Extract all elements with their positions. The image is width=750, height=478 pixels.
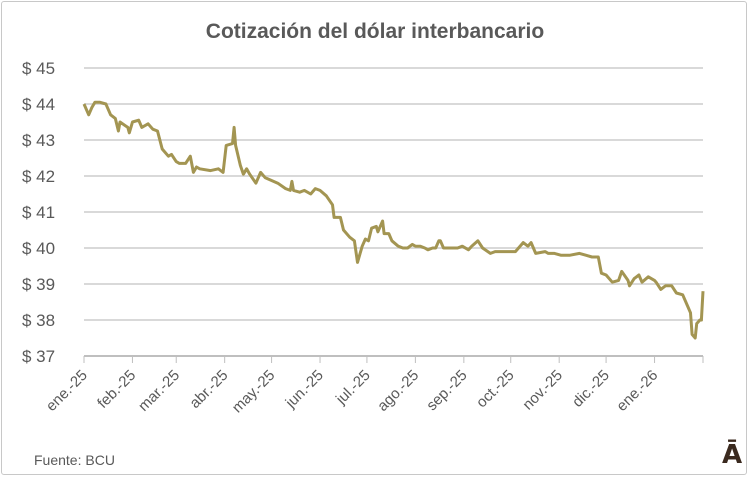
x-tick-label: jul.-25 [332, 367, 374, 409]
x-tick-label: dic.-25 [569, 367, 613, 411]
x-tick-label: may.-25 [229, 367, 279, 417]
y-tick-label: $ 41 [22, 203, 55, 222]
y-tick-label: $ 44 [22, 95, 55, 114]
x-tick-label: sep.-25 [423, 367, 470, 414]
y-tick-label: $ 42 [22, 167, 55, 186]
brand-logo: Ā [722, 440, 743, 470]
x-tick-label: abr.-25 [186, 367, 231, 412]
y-tick-label: $ 43 [22, 131, 55, 150]
y-tick-label: $ 37 [22, 347, 55, 366]
x-tick-label: oct.-25 [473, 367, 517, 411]
source-note: Fuente: BCU [34, 452, 115, 468]
x-tick-label: nov.-25 [519, 367, 566, 414]
y-tick-label: $ 39 [22, 275, 55, 294]
x-tick-label: mar.-25 [135, 367, 183, 415]
y-tick-label: $ 38 [22, 311, 55, 330]
y-tick-label: $ 45 [22, 59, 55, 78]
series-line-dolar [82, 100, 705, 340]
chart-title: Cotización del dólar interbancario [205, 20, 545, 43]
x-tick-label: jun.-25 [282, 367, 327, 412]
x-tick-label: ene.-26 [613, 367, 661, 415]
y-tick-label: $ 40 [22, 239, 55, 258]
x-tick-label: ago.-25 [374, 367, 422, 415]
x-tick-label: feb.-25 [94, 367, 139, 412]
x-tick-label: ene.-25 [43, 367, 91, 415]
